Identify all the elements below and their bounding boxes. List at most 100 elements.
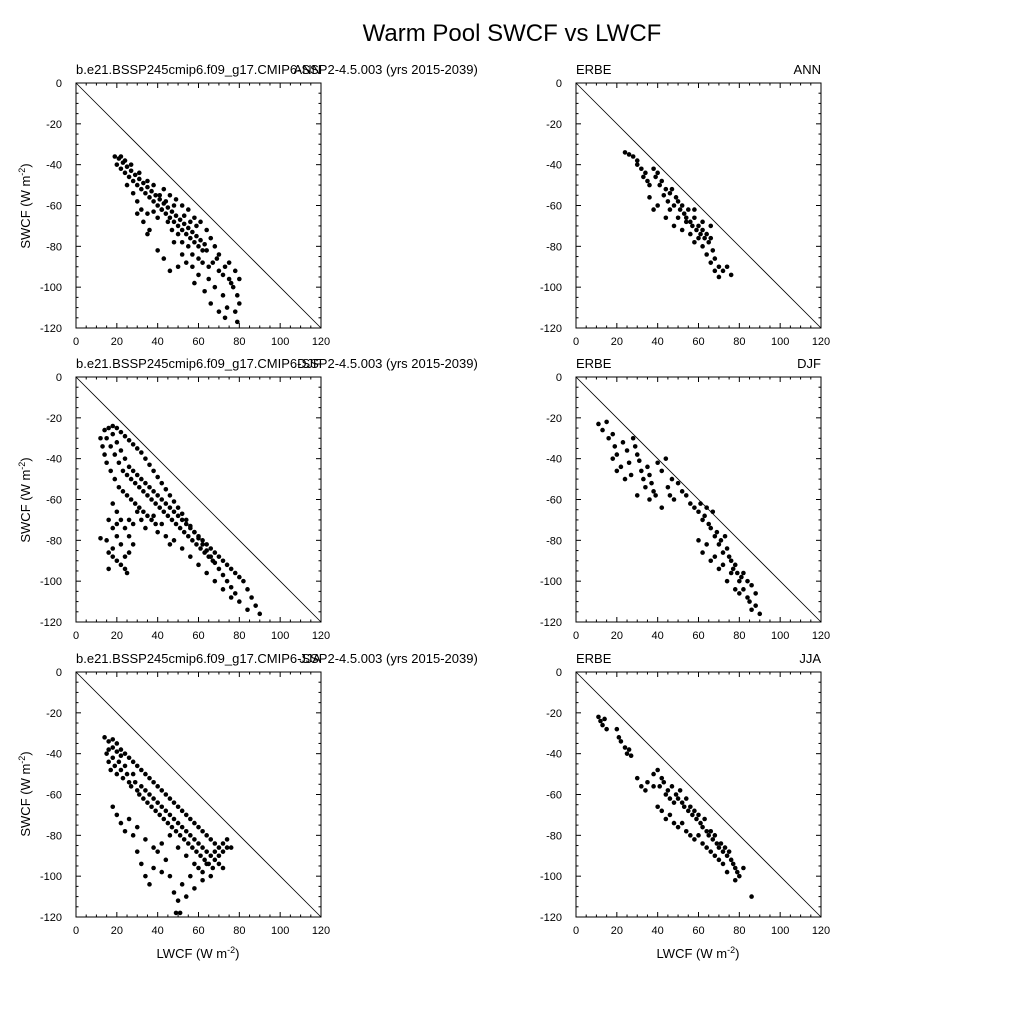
data-point — [106, 425, 111, 431]
data-point — [175, 804, 181, 810]
data-point — [110, 423, 116, 429]
data-point — [188, 235, 193, 241]
data-point — [614, 468, 620, 474]
data-point — [245, 587, 250, 592]
data-point — [114, 558, 120, 564]
data-point — [618, 739, 624, 744]
data-point — [732, 562, 738, 568]
data-point — [708, 525, 714, 531]
data-point — [216, 268, 222, 274]
data-point — [724, 546, 730, 551]
y-tick-label: -20 — [546, 413, 562, 425]
data-point — [175, 820, 181, 826]
data-point — [114, 425, 120, 431]
data-point — [728, 558, 734, 564]
data-point — [653, 174, 658, 180]
data-point — [663, 816, 669, 822]
data-point — [196, 256, 201, 261]
data-point — [122, 456, 128, 461]
data-point — [104, 751, 109, 756]
data-point — [675, 796, 681, 801]
reference-line — [75, 82, 322, 329]
data-point — [163, 486, 169, 492]
data-point — [204, 849, 209, 854]
data-point — [602, 716, 607, 722]
data-point — [628, 472, 634, 478]
data-point — [139, 186, 144, 192]
data-point — [196, 244, 201, 249]
data-point — [112, 476, 118, 482]
data-point — [173, 213, 179, 219]
data-point — [234, 293, 240, 298]
data-point — [118, 753, 124, 759]
data-point — [116, 484, 122, 490]
data-point — [136, 505, 142, 510]
data-point — [169, 517, 175, 523]
data-point — [128, 476, 134, 482]
data-point — [185, 841, 191, 846]
data-point — [220, 587, 226, 592]
data-point — [155, 784, 160, 789]
data-point — [220, 293, 226, 298]
data-point — [708, 223, 714, 229]
data-point — [167, 192, 173, 198]
data-point — [232, 591, 238, 596]
data-point — [130, 542, 136, 547]
data-point — [159, 521, 165, 527]
data-point — [667, 796, 673, 801]
data-point — [669, 784, 675, 789]
data-point — [151, 865, 156, 871]
data-point — [198, 546, 203, 551]
data-point — [683, 796, 689, 801]
scatter-panels: 0 20 40 60 80 100 120 0 -20 -40 -60 -80 -100 -120 b.e2… — [40, 62, 830, 937]
data-point — [118, 429, 124, 435]
data-point — [232, 268, 238, 274]
data-point — [159, 788, 165, 793]
data-point — [683, 493, 689, 498]
y-tick-label: -60 — [546, 201, 562, 213]
data-point — [237, 301, 242, 306]
data-point — [681, 211, 687, 216]
data-point — [224, 837, 230, 842]
data-point — [134, 182, 140, 188]
data-point — [712, 533, 718, 539]
data-point — [220, 272, 226, 278]
panel-right-label: JJA — [799, 651, 821, 666]
data-point — [171, 890, 177, 895]
data-point — [163, 211, 169, 216]
data-point — [200, 869, 205, 875]
data-point — [210, 558, 216, 564]
data-point — [192, 820, 197, 826]
data-point — [188, 816, 193, 822]
data-point — [122, 828, 128, 834]
data-point — [145, 800, 150, 805]
data-point — [675, 824, 681, 830]
data-point — [157, 197, 163, 202]
data-point — [659, 808, 665, 814]
data-point — [679, 203, 685, 208]
data-point — [151, 489, 156, 494]
data-point — [171, 203, 177, 208]
data-point — [147, 227, 152, 233]
data-point — [737, 873, 742, 879]
data-point — [604, 419, 609, 425]
data-point — [669, 476, 675, 482]
data-point — [639, 784, 644, 789]
data-point — [194, 542, 199, 547]
data-point — [130, 771, 136, 777]
data-point — [653, 493, 658, 498]
data-point — [200, 845, 205, 850]
data-point — [118, 747, 124, 752]
data-point — [245, 607, 250, 613]
data-point — [704, 252, 709, 257]
data-point — [147, 882, 152, 887]
data-point — [167, 812, 173, 818]
data-point — [183, 260, 189, 265]
y-tick-label: -60 — [46, 201, 62, 213]
data-point — [171, 239, 177, 245]
data-point — [651, 489, 656, 494]
data-point — [710, 837, 716, 842]
data-point — [208, 873, 214, 879]
x-tick-label: 40 — [152, 336, 164, 348]
y-tick-label: -20 — [546, 119, 562, 131]
